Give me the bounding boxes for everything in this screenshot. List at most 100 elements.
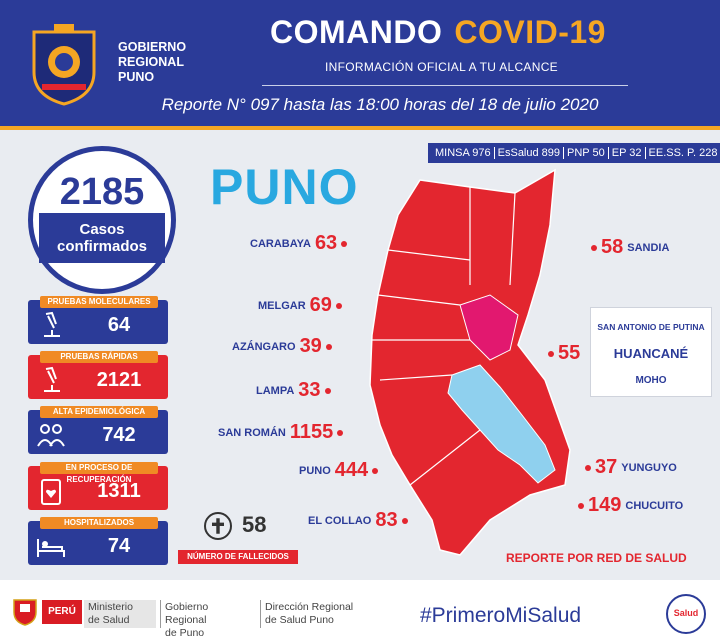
- province-carabaya: CARABAYA 63: [250, 232, 348, 255]
- marker-dot: [335, 302, 342, 309]
- province-value: 58: [601, 236, 624, 258]
- region-title: PUNO: [210, 159, 359, 215]
- province-chucuito: 149 CHUCUITO: [578, 494, 683, 517]
- province-name: SANDIA: [627, 241, 670, 254]
- gov-label: Gobierno Regional de Puno: [160, 600, 256, 639]
- page-subtitle: INFORMACIÓN OFICIAL A TU ALCANCE: [325, 60, 558, 74]
- cross-icon: [204, 512, 232, 540]
- health-seal-icon: Salud: [666, 594, 706, 634]
- title-accent: COVID-19: [454, 14, 606, 50]
- gov-footer-line-1: Gobierno Regional: [165, 601, 209, 626]
- province-san-roman: SAN ROMÁN 1155: [218, 421, 344, 444]
- report-line: Reporte N° 097 hasta las 18:00 horas del…: [161, 95, 599, 114]
- province-puno: PUNO 444: [299, 459, 379, 482]
- confirmed-label: Casos confirmados: [39, 213, 165, 263]
- gov-line-1: GOBIERNO: [118, 40, 187, 54]
- province-azangaro: AZÁNGARO 39: [232, 335, 332, 358]
- confirmed-value: 2185: [59, 171, 145, 213]
- province-name: PUNO: [299, 464, 331, 477]
- source-item: EP 32: [609, 147, 646, 159]
- province-name: SAN ROMÁN: [218, 426, 286, 439]
- seal-text: Salud: [673, 608, 699, 618]
- gov-line-2: REGIONAL: [118, 55, 184, 69]
- stat-tag: HOSPITALIZADOS: [40, 517, 158, 529]
- minsa-line-1: Ministerio: [88, 601, 133, 613]
- report-note: REPORTE POR RED DE SALUD: [506, 551, 687, 565]
- province-name: YUNGUYO: [621, 461, 677, 474]
- confirmed-cases-circle: 2185 Casos confirmados: [28, 146, 176, 294]
- health-dept-line-2: de Salud Puno: [265, 614, 334, 626]
- province-name: LAMPA: [256, 384, 295, 397]
- puno-region-map: [369, 168, 571, 556]
- group-line-1: SAN ANTONIO DE PUTINA: [597, 322, 705, 332]
- province-name: EL COLLAO: [308, 514, 372, 527]
- marker-dot: [548, 350, 554, 357]
- group-line-3: MOHO: [635, 375, 667, 386]
- confirmed-label-1: Casos: [79, 221, 125, 238]
- province-name: MELGAR: [258, 299, 306, 312]
- divider: [262, 85, 628, 86]
- hospital-bed-icon: [37, 539, 65, 557]
- province-value: 149: [588, 494, 622, 516]
- source-item: EE.SS. P. 228: [648, 147, 718, 159]
- marker-dot: [591, 244, 597, 251]
- province-value: 1155: [289, 421, 334, 443]
- province-yunguyo: 37 YUNGUYO: [585, 456, 677, 479]
- header-banner: GOBIERNO REGIONAL PUNO COMANDO COVID-19 I…: [0, 0, 720, 130]
- deaths-value: 58: [242, 512, 267, 537]
- province-name: AZÁNGARO: [232, 340, 296, 353]
- province-value: 63: [314, 232, 338, 254]
- province-melgar: MELGAR 69: [258, 294, 342, 317]
- marker-dot: [401, 517, 408, 524]
- stat-value: 2121: [96, 369, 142, 391]
- stat-tag: EN PROCESO DE RECUPERACIÓN: [40, 462, 158, 484]
- deaths-label: NÚMERO DE FALLECIDOS: [178, 550, 298, 564]
- gov-footer-line-2: de Puno: [165, 627, 205, 639]
- source-item: EsSalud 899: [495, 147, 565, 159]
- page-title: COMANDO COVID-19: [270, 14, 606, 51]
- health-dept-label: Dirección Regional de Salud Puno: [260, 600, 360, 628]
- province-value: 39: [299, 335, 322, 357]
- province-name: CHUCUITO: [625, 499, 684, 512]
- minsa-label: Ministerio de Salud: [84, 600, 156, 628]
- stat-tag: PRUEBAS MOLECULARES: [40, 296, 158, 308]
- province-group-value: 55: [548, 342, 580, 365]
- stat-card-discharged: ALTA EPIDEMIOLÓGICA 742: [28, 406, 168, 454]
- stat-value: 64: [107, 314, 131, 336]
- marker-dot: [324, 387, 331, 394]
- province-value: 444: [334, 459, 369, 481]
- footer: PERÚ Ministerio de Salud Gobierno Region…: [0, 574, 720, 641]
- title-main: COMANDO: [270, 14, 443, 50]
- stat-card-molecular: PRUEBAS MOLECULARES 64: [28, 296, 168, 344]
- microscope-icon: [44, 366, 60, 392]
- marker-dot: [341, 240, 348, 247]
- province-value: 33: [298, 379, 321, 401]
- stat-card-hospitalized: HOSPITALIZADOS 74: [28, 517, 168, 565]
- source-item: PNP 50: [564, 147, 609, 159]
- marker-dot: [372, 467, 379, 474]
- stat-value: 74: [107, 535, 131, 557]
- stat-tag: ALTA EPIDEMIOLÓGICA: [40, 406, 158, 418]
- marker-dot: [578, 502, 584, 509]
- marker-dot: [585, 464, 591, 471]
- government-name: GOBIERNO REGIONAL PUNO: [118, 40, 186, 85]
- stat-card-rapid: PRUEBAS RÁPIDAS 2121: [28, 351, 168, 399]
- people-icon: [37, 424, 65, 447]
- health-dept-line-1: Dirección Regional: [265, 601, 354, 613]
- stat-tag: PRUEBAS RÁPIDAS: [40, 351, 158, 363]
- province-name: CARABAYA: [250, 237, 311, 250]
- minsa-line-2: de Salud: [88, 614, 130, 626]
- hashtag: #PrimeroMiSalud: [420, 604, 582, 627]
- sources-bar: MINSA 976 EsSalud 899 PNP 50 EP 32 EE.SS…: [428, 143, 720, 163]
- group-line-2: HUANCANÉ: [613, 346, 689, 361]
- stat-card-recovering: EN PROCESO DE RECUPERACIÓN 1311: [28, 462, 168, 510]
- province-group-box: SAN ANTONIO DE PUTINA HUANCANÉ MOHO: [590, 307, 712, 397]
- province-el-collao: EL COLLAO 83: [308, 509, 408, 532]
- province-value: 69: [309, 294, 332, 316]
- stat-value: 1311: [97, 480, 141, 502]
- confirmed-label-2: confirmados: [56, 238, 147, 255]
- clipboard-heart-icon: [41, 479, 61, 505]
- province-sandia: 58 SANDIA: [591, 236, 669, 259]
- microscope-icon: [44, 311, 60, 337]
- province-value: 37: [595, 456, 618, 478]
